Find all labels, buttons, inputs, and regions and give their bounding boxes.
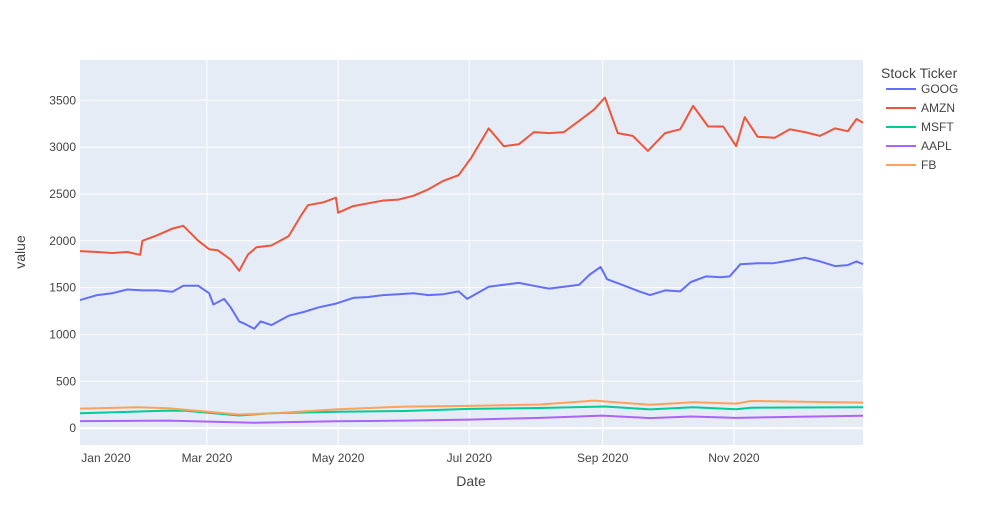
legend-label: FB: [921, 158, 936, 172]
legend[interactable]: Stock Ticker GOOG AMZN MSFT AAPL FB: [881, 65, 958, 172]
series-line-goog: [79, 256, 864, 330]
y-tick-label: 2500: [49, 187, 76, 201]
x-axis-ticks: Jan 2020 Mar 2020 May 2020 Jul 2020 Sep 2020…: [81, 451, 760, 465]
series-line-fb: [79, 399, 864, 416]
y-tick-label: 1000: [49, 327, 76, 341]
y-tick-label: 3000: [49, 140, 76, 154]
x-tick-label: Mar 2020: [182, 451, 233, 465]
legend-label: MSFT: [921, 120, 954, 134]
legend-label: AAPL: [921, 139, 952, 153]
y-axis-ticks: 0 500 1000 1500 2000 2500 3000 3500: [49, 93, 76, 435]
x-tick-label: May 2020: [312, 451, 365, 465]
y-axis-title: value: [12, 235, 28, 269]
legend-item-fb[interactable]: FB: [886, 158, 936, 172]
y-tick-label: 0: [69, 421, 76, 435]
x-axis-title: Date: [456, 473, 486, 489]
series-line-aapl: [79, 414, 864, 424]
y-gridlines: [80, 99, 863, 430]
x-tick-label: Nov 2020: [708, 451, 760, 465]
x-tick-label: Jan 2020: [81, 451, 131, 465]
series-line-msft: [79, 405, 864, 417]
legend-label: AMZN: [921, 101, 955, 115]
series-lines: [79, 96, 864, 424]
series-line-amzn: [79, 96, 864, 272]
x-tick-label: Jul 2020: [447, 451, 493, 465]
legend-label: GOOG: [921, 82, 958, 96]
legend-title: Stock Ticker: [881, 65, 958, 81]
legend-item-amzn[interactable]: AMZN: [886, 101, 955, 115]
y-tick-label: 3500: [49, 93, 76, 107]
legend-item-aapl[interactable]: AAPL: [886, 139, 952, 153]
y-tick-label: 500: [56, 374, 76, 388]
legend-item-goog[interactable]: GOOG: [886, 82, 958, 96]
legend-item-msft[interactable]: MSFT: [886, 120, 954, 134]
x-tick-label: Sep 2020: [577, 451, 629, 465]
y-tick-label: 1500: [49, 281, 76, 295]
y-tick-label: 2000: [49, 234, 76, 248]
